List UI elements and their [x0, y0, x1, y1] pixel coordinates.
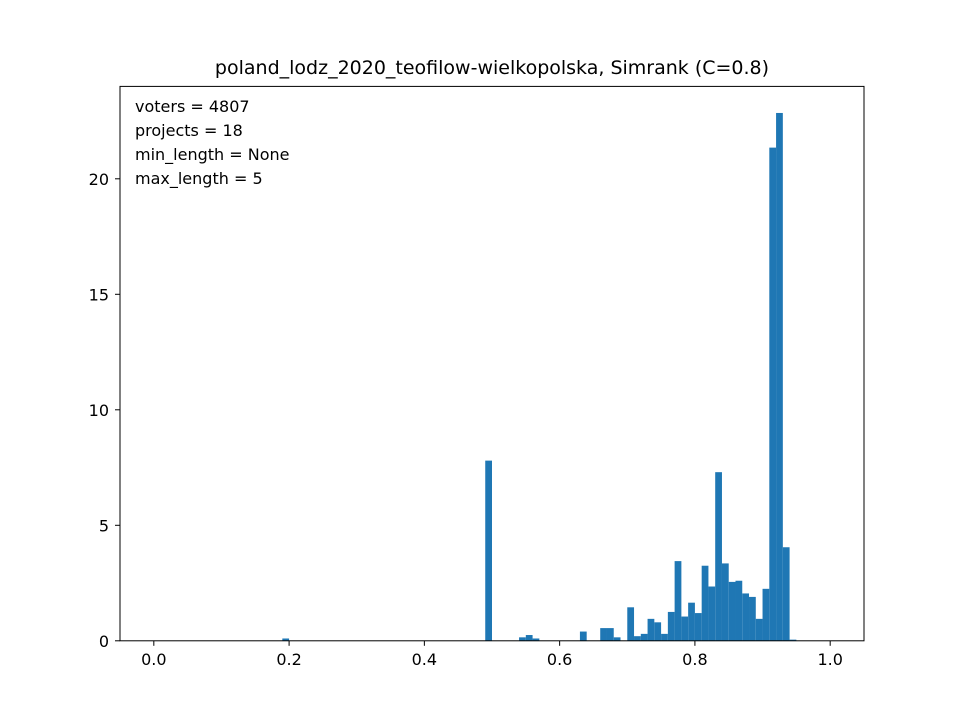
annotation-line: min_length = None [135, 145, 290, 165]
x-tick-label: 0.8 [682, 650, 707, 669]
histogram-bar [627, 607, 635, 641]
histogram-bar [640, 633, 648, 641]
histogram-bar [674, 561, 682, 641]
histogram-bar [749, 596, 756, 641]
histogram-bar [755, 618, 763, 641]
histogram-bar [661, 633, 668, 641]
histogram-bar [532, 638, 540, 641]
histogram-bar [708, 586, 716, 641]
x-tick-label: 0.2 [276, 650, 301, 669]
y-tick-label: 20 [89, 170, 109, 189]
x-tick-label: 1.0 [817, 650, 842, 669]
histogram-bar [776, 112, 783, 641]
x-tick-label: 0.4 [412, 650, 437, 669]
y-tick-label: 0 [99, 632, 109, 651]
histogram-bar [715, 472, 722, 641]
bars-group [282, 112, 797, 641]
histogram-bar [519, 637, 526, 641]
histogram-bar [742, 593, 750, 641]
histogram-bar [688, 602, 695, 641]
histogram-bar [762, 588, 770, 641]
histogram-bar [600, 628, 607, 641]
histogram-bar [721, 563, 729, 641]
y-tick-label: 5 [99, 516, 109, 535]
annotation-line: max_length = 5 [135, 169, 263, 189]
histogram-bar [485, 460, 492, 641]
histogram-bar [694, 613, 702, 641]
y-tick-label: 15 [89, 285, 109, 304]
stats-annotation: voters = 4807 projects = 18 min_length = N… [135, 97, 290, 189]
y-axis-ticks: 0 5 10 15 20 [89, 170, 120, 651]
plot-frame [119, 85, 865, 642]
annotation-line: projects = 18 [135, 121, 243, 140]
histogram-bar [634, 636, 641, 641]
histogram-bar [579, 631, 587, 641]
histogram-bar [701, 565, 709, 641]
histogram-bar [647, 618, 655, 641]
histogram-bar [769, 147, 777, 641]
histogram-bar [681, 616, 689, 641]
x-axis-ticks: 0.0 0.2 0.4 0.6 0.8 1.0 [141, 640, 843, 669]
histogram-bar [525, 635, 533, 641]
histogram-bar [606, 628, 614, 641]
histogram-bar [728, 581, 736, 641]
histogram-bar [654, 622, 662, 641]
y-tick-label: 10 [89, 401, 109, 420]
x-tick-label: 0.0 [141, 650, 166, 669]
histogram-bar [735, 580, 743, 641]
histogram-bar [667, 611, 675, 641]
chart-title: poland_lodz_2020_teofilow-wielkopolska, … [215, 57, 769, 79]
annotation-line: voters = 4807 [135, 97, 250, 116]
x-tick-label: 0.6 [547, 650, 572, 669]
histogram-bar [282, 638, 290, 641]
histogram-bar [613, 637, 621, 641]
histogram-bar [782, 547, 790, 641]
histogram-bar [789, 639, 797, 641]
